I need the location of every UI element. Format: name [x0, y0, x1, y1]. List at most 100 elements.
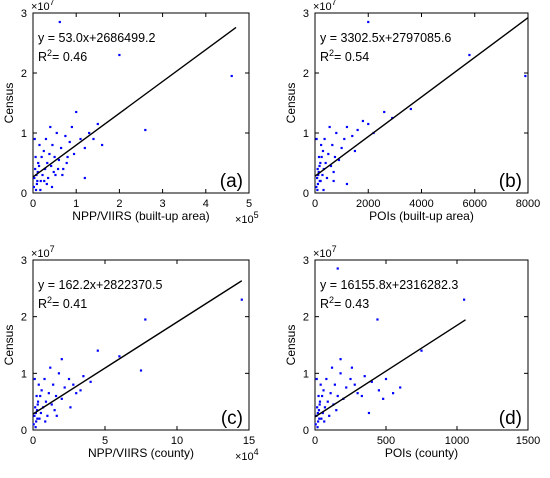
data-point — [51, 143, 54, 147]
data-point — [69, 406, 72, 409]
data-point — [38, 143, 41, 147]
panel-a: 0 1 2 3 4 5 0 1 2 3 ×107 ×105 NPP/VIIRS (built-up ar… — [2, 0, 259, 226]
data-point — [345, 182, 349, 186]
data-point — [376, 318, 379, 321]
data-point — [36, 417, 39, 420]
data-point — [336, 394, 339, 398]
regression-line — [314, 17, 529, 177]
data-point — [33, 377, 36, 381]
y-tick-label: 2 — [303, 312, 309, 324]
data-point — [316, 167, 319, 171]
data-point — [101, 143, 104, 147]
data-point — [63, 386, 66, 389]
x-tick-label: 1 — [73, 198, 79, 210]
data-point — [377, 389, 380, 392]
data-point — [339, 358, 342, 361]
data-point — [524, 74, 527, 78]
data-point — [62, 167, 65, 171]
data-point — [61, 173, 64, 177]
data-point — [45, 182, 48, 186]
y-axis-label: Census — [284, 325, 298, 366]
y-axis-multiplier-text: ×107 — [31, 0, 55, 13]
data-point — [316, 426, 319, 429]
data-point — [327, 152, 330, 156]
data-point — [329, 164, 333, 168]
data-point — [36, 179, 39, 183]
x-tick-label: 4 — [203, 198, 209, 210]
data-point — [68, 140, 71, 144]
data-point — [314, 423, 317, 426]
x-tick-label: 2 — [116, 198, 122, 210]
data-point — [34, 411, 37, 415]
data-point — [328, 414, 331, 417]
data-point — [319, 179, 322, 183]
data-point — [345, 386, 348, 389]
plot-frame — [314, 259, 529, 431]
x-axis-multiplier: ×105 — [235, 210, 259, 226]
data-point — [43, 167, 47, 171]
x-tick-label: 3 — [160, 198, 166, 210]
data-point — [75, 110, 78, 114]
data-point — [64, 134, 67, 138]
r-squared: R2= 0.41 — [38, 295, 87, 311]
data-point — [333, 383, 336, 386]
data-point — [370, 380, 373, 383]
x-tick-label: 1500 — [516, 435, 540, 447]
data-point — [35, 420, 38, 423]
data-point — [321, 411, 324, 415]
data-point — [72, 383, 75, 386]
data-point — [240, 298, 243, 301]
data-point — [321, 173, 324, 177]
y-axis-label: Census — [2, 83, 16, 124]
data-point — [382, 397, 385, 400]
data-point — [40, 155, 43, 159]
data-point — [37, 161, 40, 165]
y-tick-label: 0 — [303, 425, 309, 437]
data-point — [36, 400, 40, 403]
data-point — [34, 155, 37, 159]
data-point — [46, 161, 49, 165]
data-point — [332, 179, 335, 183]
data-point — [340, 146, 343, 150]
y-tick-label: 2 — [303, 68, 309, 80]
data-point — [392, 392, 395, 395]
data-point — [318, 400, 322, 403]
r-squared: R2= 0.54 — [320, 48, 369, 64]
data-point — [399, 386, 402, 389]
x-axis-label: NPP/VIIRS (built-up area) — [72, 209, 209, 223]
data-point — [323, 406, 327, 409]
data-point — [351, 134, 354, 138]
data-point — [409, 107, 412, 111]
x-axis-label: POIs (county) — [385, 446, 458, 460]
y-tick-label: 1 — [21, 368, 27, 380]
data-point — [315, 137, 318, 141]
regression-line — [314, 319, 466, 418]
data-point — [315, 185, 318, 189]
data-point — [65, 161, 68, 165]
data-point — [320, 417, 323, 420]
data-point — [36, 403, 39, 406]
data-point — [349, 377, 352, 381]
x-tick-label: 0 — [312, 435, 318, 447]
x-axis-label: NPP/VIIRS (county) — [88, 446, 194, 460]
data-point — [34, 188, 38, 192]
data-point — [335, 409, 338, 412]
data-point — [35, 394, 38, 398]
data-point — [345, 125, 349, 129]
data-point — [317, 170, 320, 174]
data-point — [41, 173, 44, 177]
data-point — [72, 152, 76, 156]
y-tick-label: 3 — [21, 8, 27, 20]
data-point — [49, 125, 52, 129]
data-point — [66, 155, 69, 159]
data-point — [367, 122, 370, 126]
data-point — [318, 403, 321, 406]
data-point — [50, 185, 54, 189]
regression-equation: y = 53.0x+2686499.2 — [38, 31, 156, 45]
data-point — [316, 406, 319, 409]
x-tick-label: 15 — [243, 435, 255, 447]
data-point — [59, 146, 63, 150]
x-axis-label: POIs (built-up area) — [369, 209, 474, 223]
data-point — [343, 137, 346, 141]
data-point — [316, 176, 319, 180]
